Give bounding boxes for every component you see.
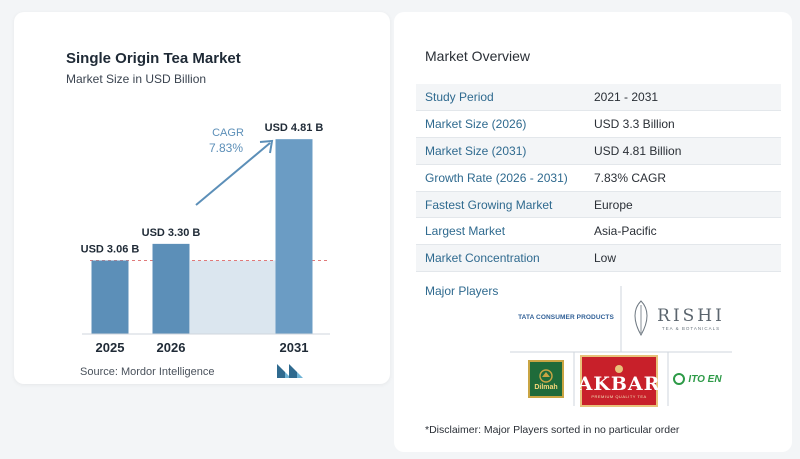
row-value: USD 3.3 Billion xyxy=(594,116,675,131)
cagr-value: 7.83% xyxy=(209,141,243,155)
major-players-title: Major Players xyxy=(425,284,499,298)
row-key: Largest Market xyxy=(425,224,506,239)
overview-row: Fastest Growing Market Europe xyxy=(416,191,781,219)
row-value: Low xyxy=(594,251,617,266)
row-key: Growth Rate (2026 - 2031) xyxy=(425,170,568,185)
overview-row: Market Size (2026) USD 3.3 Billion xyxy=(416,111,781,138)
itoen-logo-text: ITO EN xyxy=(688,373,722,385)
bar-chart: USD 3.06 B USD 3.30 B USD 4.81 B 2025 20… xyxy=(81,122,330,355)
tick-label-2026: 2026 xyxy=(157,340,186,355)
rishi-logo-text: RISHI xyxy=(657,305,725,326)
row-value: Asia-Pacific xyxy=(594,224,657,239)
tata-logo-text: TATA CONSUMER PRODUCTS xyxy=(518,313,614,321)
row-key: Fastest Growing Market xyxy=(425,197,553,212)
rishi-logo-subtext: TEA & BOTANICALS xyxy=(661,325,721,331)
row-key: Market Size (2026) xyxy=(425,116,527,131)
bar-2026 xyxy=(152,243,190,334)
dilmah-logo: Dilmah xyxy=(528,360,564,398)
bar-2025 xyxy=(91,260,129,334)
overview-row: Growth Rate (2026 - 2031) 7.83% CAGR xyxy=(416,165,781,192)
source-note: Source: Mordor Intelligence xyxy=(80,366,215,378)
itoen-logo: ITO EN xyxy=(668,370,726,388)
overview-table: Study Period 2021 - 2031 Market Size (202… xyxy=(416,84,781,273)
row-key: Study Period xyxy=(425,89,494,104)
value-label-2031: USD 4.81 B xyxy=(265,122,324,134)
row-key: Market Concentration xyxy=(425,251,540,266)
akbar-logo: AKBAR PREMIUM QUALITY TEA xyxy=(577,355,661,407)
crest-icon xyxy=(539,368,553,383)
row-value: USD 4.81 Billion xyxy=(594,143,682,158)
itoen-mark-icon xyxy=(673,373,686,385)
rishi-logo: RISHI TEA & BOTANICALS xyxy=(628,294,726,342)
chart-title: Single Origin Tea Market xyxy=(66,50,241,67)
row-value: 7.83% CAGR xyxy=(594,170,667,185)
value-label-2026: USD 3.30 B xyxy=(142,227,201,239)
cagr-arrowhead xyxy=(259,139,274,154)
overview-row: Market Size (2031) USD 4.81 Billion xyxy=(416,137,781,165)
akbar-logo-text: AKBAR xyxy=(577,372,661,395)
chart-subtitle: Market Size in USD Billion xyxy=(66,72,207,86)
tick-label-2031: 2031 xyxy=(280,340,309,355)
row-value: Europe xyxy=(594,197,633,212)
growth-band xyxy=(190,260,276,334)
bar-2031 xyxy=(275,139,313,334)
row-value: 2021 - 2031 xyxy=(594,89,659,104)
overview-title: Market Overview xyxy=(425,48,531,64)
cagr-label: CAGR xyxy=(212,127,244,139)
overview-row: Largest Market Asia-Pacific xyxy=(416,218,781,246)
disclaimer-note: *Disclaimer: Major Players sorted in no … xyxy=(425,424,680,436)
akbar-logo-subtext: PREMIUM QUALITY TEA xyxy=(591,393,647,399)
dilmah-logo-text: Dilmah xyxy=(534,383,558,391)
mordor-intelligence-logo xyxy=(277,364,303,378)
tick-label-2025: 2025 xyxy=(96,340,125,355)
tata-consumer-logo: TATA CONSUMER PRODUCTS xyxy=(516,306,616,328)
overview-row: Study Period 2021 - 2031 xyxy=(416,84,781,111)
overview-row: Market Concentration Low xyxy=(416,245,781,273)
leaf-icon xyxy=(634,300,648,337)
value-label-2025: USD 3.06 B xyxy=(81,244,140,256)
row-key: Market Size (2031) xyxy=(425,143,527,158)
cagr-arrow xyxy=(195,142,271,206)
akbar-emblem-icon xyxy=(615,364,623,373)
players-grid-lines xyxy=(510,286,732,406)
